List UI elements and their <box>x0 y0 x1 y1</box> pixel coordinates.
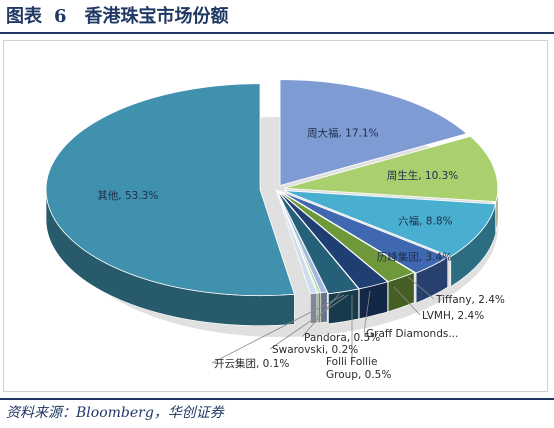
pie-slice-11 <box>45 83 295 297</box>
slice-label-5: LVMH, 2.4% <box>422 310 484 322</box>
leader-line-6 <box>363 290 371 334</box>
slice-label-2: 六福, 8.8% <box>398 214 452 227</box>
slice-label-6: Graff Diamonds... <box>366 328 458 340</box>
chart-title: 香港珠宝市场份额 <box>84 6 229 27</box>
chart-area: 周大福, 17.1% 周生生, 10.3% 六福, 8.8% 历峰集团, 3.4% Ti… <box>3 40 548 392</box>
leader-line-4 <box>407 276 435 300</box>
pie-chart: 周大福, 17.1% 周生生, 10.3% 六福, 8.8% 历峰集团, 3.4% Ti… <box>45 79 505 381</box>
pie-slice-10 <box>275 188 318 295</box>
pie-slice-2 <box>283 190 497 258</box>
slice-label-3: 历峰集团, 3.4% <box>377 251 452 264</box>
slice-label-1: 周生生, 10.3% <box>387 169 459 182</box>
title-rule <box>0 32 554 34</box>
slice-label-0: 周大福, 17.1% <box>307 126 379 139</box>
leader-line-9 <box>211 294 345 364</box>
figure-number: 6 <box>54 6 67 27</box>
source-rule <box>0 398 554 400</box>
pie-slice-0 <box>279 79 468 187</box>
slice-label-9: 开云集团, 0.1% <box>214 357 289 370</box>
slice-label-7: Folli Follie Group, 0.5% <box>326 356 391 381</box>
pie-slice-5 <box>277 190 389 290</box>
figure-title: 图表 6 香港珠宝市场份额 <box>6 4 229 30</box>
pie-slice-6 <box>276 190 360 295</box>
pie-slice-3 <box>280 190 449 274</box>
pie-slice-1 <box>283 135 499 203</box>
figure-label: 图表 <box>6 6 42 27</box>
source-note: 资料来源：Bloomberg，华创证券 <box>6 405 224 421</box>
pie-slice-4 <box>278 190 416 283</box>
slice-side-6 <box>328 288 359 325</box>
leader-line-5 <box>393 286 421 316</box>
leader-line-8 <box>269 294 349 350</box>
slice-side-7 <box>320 291 328 323</box>
slice-label-4: Tiffany, 2.4% <box>435 294 505 306</box>
leader-line-10 <box>301 292 341 338</box>
slice-label-8: Swarovski, 0.2% <box>272 344 358 356</box>
slice-label-11: 其他, 53.3% <box>97 189 158 202</box>
slice-label-10: Pandora, 0.5% <box>304 332 380 344</box>
